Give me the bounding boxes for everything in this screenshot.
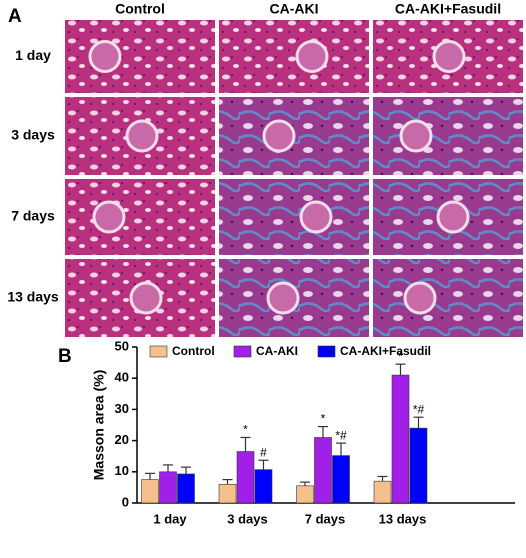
significance-marker: * [398, 349, 403, 363]
error-bar [222, 479, 233, 485]
histology-image [373, 97, 523, 175]
glomerulus [125, 119, 159, 153]
x-tick-label: 7 days [305, 511, 345, 526]
bar [236, 451, 255, 504]
y-tick-label: 10 [115, 463, 129, 478]
x-tick-label: 13 days [379, 511, 427, 526]
x-tick-label: 3 days [227, 511, 267, 526]
glomerulus [299, 200, 333, 234]
legend-label: Control [172, 344, 215, 358]
row-label: 13 days [7, 289, 59, 305]
row-label: 3 days [11, 127, 55, 143]
significance-marker: *# [413, 402, 425, 416]
glomerulus [399, 119, 433, 153]
bar [254, 469, 273, 504]
glomerulus [262, 119, 296, 153]
glomerulus [295, 40, 329, 73]
error-bar [181, 466, 191, 474]
histology-image [219, 179, 369, 255]
error-bar [318, 425, 328, 438]
glomerulus [436, 200, 470, 234]
legend-label: CA-AKI+Fasudil [340, 344, 431, 358]
bar [296, 485, 314, 504]
bar [391, 374, 410, 504]
column-header: CA-AKI [270, 1, 319, 17]
bar-chart: 0 10 20 30 40 50 Masson area (%) 1 day 3 days 7 d… [91, 338, 515, 526]
bar [218, 483, 237, 504]
row-label: 7 days [11, 208, 55, 224]
y-tick-label: 40 [115, 370, 129, 385]
panel-label: B [58, 346, 72, 367]
glomerulus [88, 40, 122, 73]
histology-image [219, 20, 369, 93]
error-bar [145, 472, 155, 480]
x-tick-label: 1 day [153, 511, 187, 526]
glomerulus [432, 40, 466, 73]
bar [159, 471, 177, 504]
error-bar [240, 436, 251, 452]
glomerulus [92, 200, 126, 234]
y-tick-label: 0 [122, 494, 129, 509]
bar [177, 473, 195, 504]
error-bar [377, 475, 388, 482]
y-tick-label: 20 [115, 432, 129, 447]
panel-label: A [8, 6, 22, 27]
column-header: Control [115, 1, 165, 17]
significance-marker: * [321, 412, 326, 426]
error-bar [395, 363, 406, 376]
legend-swatch [149, 345, 168, 358]
bar [409, 427, 428, 504]
histology-image [373, 259, 523, 337]
glomerulus [403, 281, 437, 315]
bar [332, 455, 350, 504]
significance-marker: * [243, 423, 248, 437]
error-bar [163, 464, 173, 472]
glomerulus [266, 281, 300, 315]
histology-image [65, 20, 215, 93]
y-tick-label: 50 [115, 338, 129, 353]
bar [373, 480, 392, 504]
bar [141, 479, 159, 504]
y-axis-label: Masson area (%) [91, 370, 107, 480]
legend-label: CA-AKI [256, 344, 298, 358]
error-bar [336, 442, 346, 456]
column-header: CA-AKI+Fasudil [395, 1, 501, 17]
histology-image [65, 179, 215, 255]
significance-marker: # [260, 445, 267, 459]
error-bar [258, 459, 269, 470]
glomerulus [129, 281, 163, 315]
significance-marker: *# [335, 428, 347, 442]
histology-grid: Control CA-AKI CA-AKI+Fasudil 1 day 3 days 7 … [7, 1, 523, 337]
row-label: 1 day [15, 47, 51, 63]
legend-swatch [233, 345, 252, 358]
error-bar [300, 481, 310, 486]
bar [314, 437, 332, 504]
y-tick-label: 30 [115, 401, 129, 416]
legend-swatch [317, 345, 336, 358]
error-bar [413, 416, 424, 429]
